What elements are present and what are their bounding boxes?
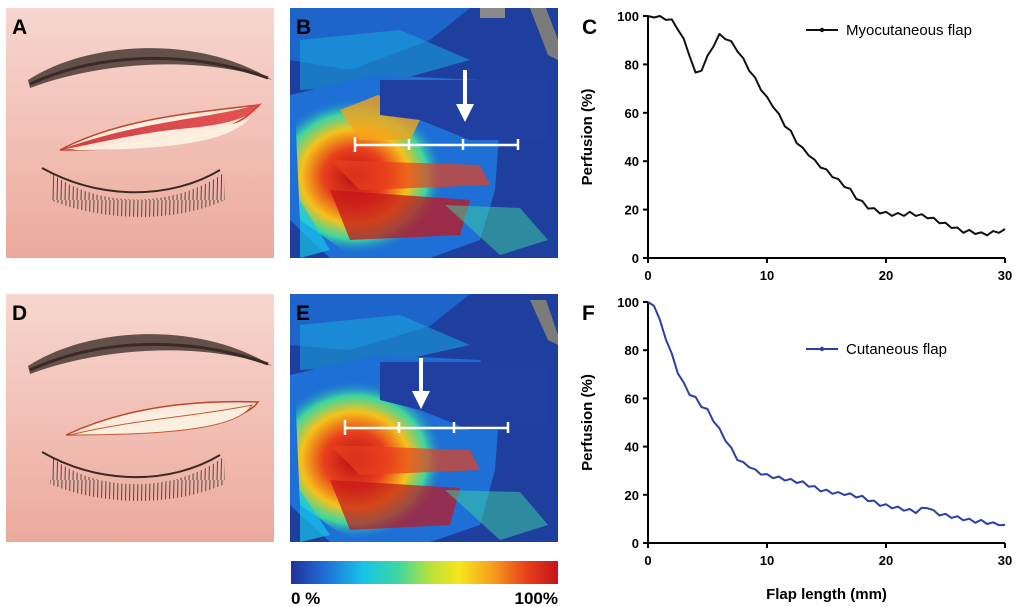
arrow-down-icon bbox=[456, 70, 474, 122]
y-tick-label: 100 bbox=[617, 9, 639, 24]
perfusion-heatmap-b bbox=[290, 8, 558, 258]
legend-marker bbox=[819, 27, 825, 33]
y-tick-label: 80 bbox=[625, 57, 639, 72]
y-tick-label: 100 bbox=[617, 295, 639, 310]
panel-label-e: E bbox=[296, 302, 310, 325]
series-line bbox=[647, 301, 1006, 527]
y-tick-label: 20 bbox=[625, 203, 639, 218]
legend-label: Cutaneous flap bbox=[846, 341, 947, 358]
legend: Cutaneous flap bbox=[806, 341, 947, 358]
panel-label-f: F bbox=[582, 302, 595, 325]
x-tick-label: 20 bbox=[879, 553, 893, 568]
panel-label-c: C bbox=[582, 16, 597, 39]
x-tick-label: 0 bbox=[644, 553, 651, 568]
panel-label-a: A bbox=[12, 16, 27, 39]
y-axis-title: Perfusion (%) bbox=[579, 374, 596, 471]
y-axis-title: Perfusion (%) bbox=[579, 89, 596, 186]
y-tick-label: 80 bbox=[625, 343, 639, 358]
measurement-scale-e bbox=[343, 420, 510, 435]
legend: Myocutaneous flap bbox=[806, 22, 972, 39]
legend-label: Myocutaneous flap bbox=[846, 22, 972, 39]
y-tick-label: 0 bbox=[632, 251, 639, 266]
eye-illustration-a bbox=[6, 8, 274, 258]
x-tick-label: 0 bbox=[644, 268, 651, 283]
x-tick-label: 30 bbox=[998, 268, 1012, 283]
eye-illustration-d bbox=[6, 294, 274, 542]
x-tick-label: 30 bbox=[998, 553, 1012, 568]
series-line bbox=[647, 15, 1006, 237]
y-tick-label: 60 bbox=[625, 106, 639, 121]
panel-label-b: B bbox=[296, 16, 311, 39]
y-tick-label: 40 bbox=[625, 154, 639, 169]
y-tick-label: 0 bbox=[632, 536, 639, 551]
arrow-down-icon bbox=[412, 358, 430, 409]
y-tick-label: 40 bbox=[625, 440, 639, 455]
colorbar-max-label: 100% bbox=[515, 589, 558, 607]
panel-label-d: D bbox=[12, 302, 27, 325]
y-tick-label: 20 bbox=[625, 488, 639, 503]
perfusion-heatmap-e bbox=[290, 294, 558, 542]
perfusion-chart-myocutaneous: 0 20 40 60 80 100 0 10 20 30 Perfusion (%) Myocutan… bbox=[579, 9, 1012, 283]
x-tick-label: 20 bbox=[879, 268, 893, 283]
x-axis-title: Flap length (mm) bbox=[766, 586, 887, 603]
colorbar bbox=[291, 561, 558, 584]
measurement-scale-b bbox=[353, 137, 520, 152]
y-tick-label: 60 bbox=[625, 391, 639, 406]
x-tick-label: 10 bbox=[760, 553, 774, 568]
colorbar-min-label: 0 % bbox=[291, 589, 320, 607]
x-tick-label: 10 bbox=[760, 268, 774, 283]
legend-marker bbox=[819, 346, 825, 352]
perfusion-chart-cutaneous: 0 20 40 60 80 100 0 10 20 30 Perfusion (%) Flap len… bbox=[579, 295, 1012, 603]
